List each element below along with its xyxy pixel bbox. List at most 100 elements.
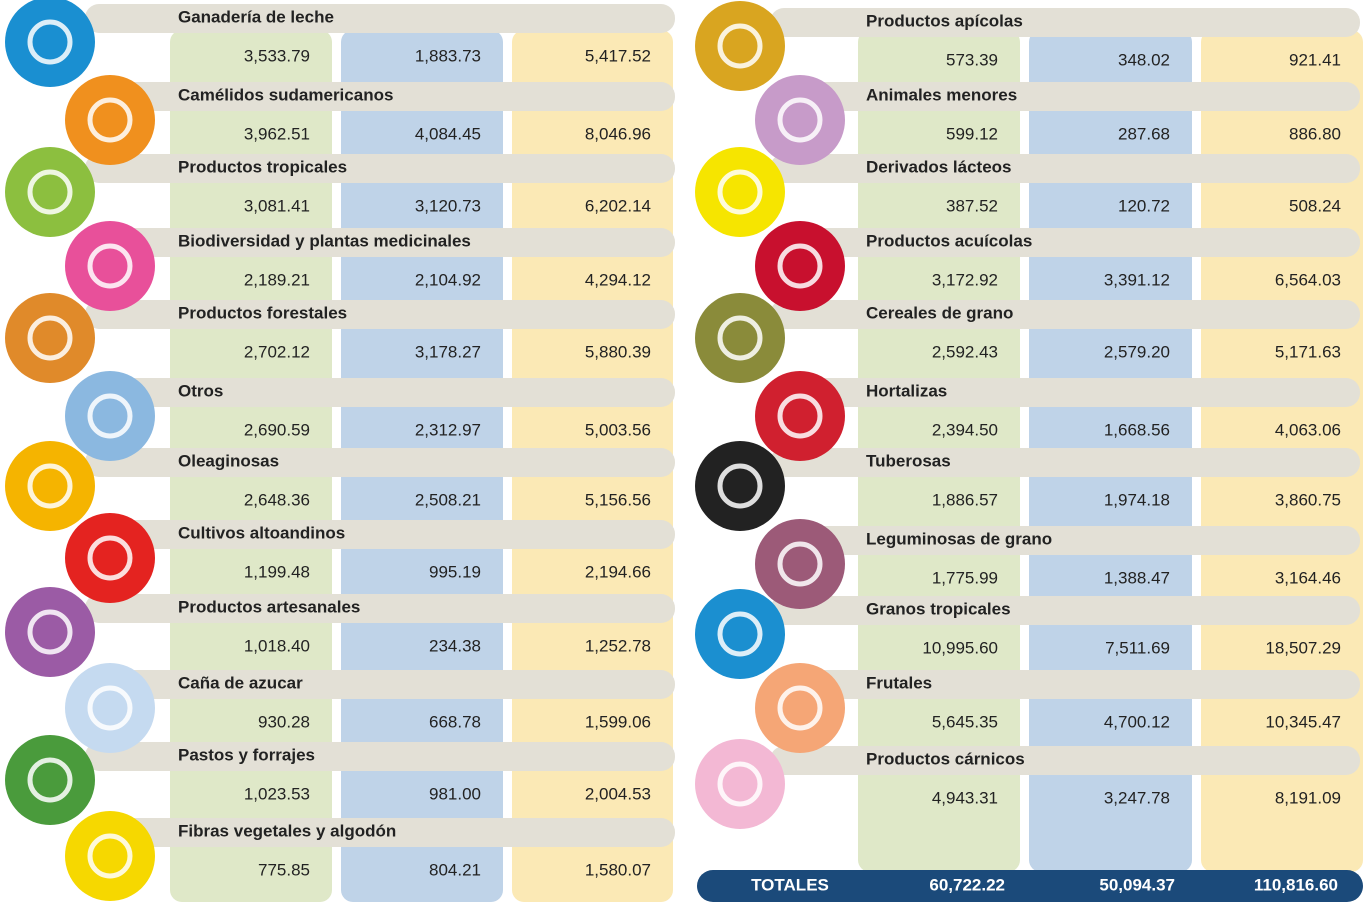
row-value: 3,120.73 (415, 196, 481, 215)
category-icon (65, 811, 155, 901)
row-value: 120.72 (1118, 196, 1170, 215)
totals-value: 110,816.60 (1254, 875, 1338, 894)
row-header-bar (770, 82, 1360, 111)
row-value: 3,247.78 (1104, 788, 1170, 807)
row-title: Derivados lácteos (866, 157, 1012, 176)
row-value: 1,199.48 (244, 562, 310, 581)
row-value: 4,084.45 (415, 124, 481, 143)
row-value: 1,775.99 (932, 568, 998, 587)
row-value: 1,668.56 (1104, 420, 1170, 439)
category-icon (5, 0, 95, 87)
row-value: 10,995.60 (922, 638, 998, 657)
category-icon (695, 589, 785, 679)
row-value: 4,294.12 (585, 270, 651, 289)
row-header-bar (85, 594, 675, 623)
row-title: Productos forestales (178, 303, 347, 322)
row-value: 234.38 (429, 636, 481, 655)
row-value: 1,599.06 (585, 712, 651, 731)
row-header-bar (770, 300, 1360, 329)
row-value: 3,860.75 (1275, 490, 1341, 509)
row-value: 981.00 (429, 784, 481, 803)
row-value: 5,417.52 (585, 46, 651, 65)
row-value: 1,883.73 (415, 46, 481, 65)
category-icon (695, 147, 785, 237)
row-value: 5,880.39 (585, 342, 651, 361)
row-value: 1,974.18 (1104, 490, 1170, 509)
row-header-bar (770, 526, 1360, 555)
row-title: Caña de azucar (178, 673, 303, 692)
row-title: Oleaginosas (178, 451, 279, 470)
row-value: 804.21 (429, 860, 481, 879)
row-header-bar (85, 742, 675, 771)
category-icon (695, 1, 785, 91)
totals-value: 60,722.22 (929, 875, 1005, 894)
row-title: Cereales de grano (866, 303, 1013, 322)
row-title: Fibras vegetales y algodón (178, 821, 396, 840)
row-value: 3,962.51 (244, 124, 310, 143)
row-value: 599.12 (946, 124, 998, 143)
infographic: Ganadería de leche 3,533.79 1,883.73 5,417.… (0, 0, 1363, 902)
row-value: 886.80 (1289, 124, 1341, 143)
row-title: Otros (178, 381, 223, 400)
row-value: 3,533.79 (244, 46, 310, 65)
totals-value: 50,094.37 (1099, 875, 1175, 894)
category-icon (5, 735, 95, 825)
row-value: 3,081.41 (244, 196, 310, 215)
row-value: 1,018.40 (244, 636, 310, 655)
row-value: 18,507.29 (1265, 638, 1341, 657)
row-value: 1,023.53 (244, 784, 310, 803)
row-header-bar (85, 378, 675, 407)
row-title: Productos acuícolas (866, 231, 1032, 250)
row-header-bar (770, 596, 1360, 625)
row-value: 3,178.27 (415, 342, 481, 361)
row-title: Productos tropicales (178, 157, 347, 176)
row-header-bar (770, 670, 1360, 699)
category-icon (65, 75, 155, 165)
row-title: Camélidos sudamericanos (178, 85, 393, 104)
row-header-bar (85, 670, 675, 699)
row-header-bar (770, 448, 1360, 477)
row-value: 2,004.53 (585, 784, 651, 803)
row-value: 8,046.96 (585, 124, 651, 143)
row-header-bar (770, 8, 1360, 37)
row-value: 387.52 (946, 196, 998, 215)
row-value: 4,943.31 (932, 788, 998, 807)
row-value: 3,172.92 (932, 270, 998, 289)
totals-label: TOTALES (751, 875, 829, 894)
row-value: 1,580.07 (585, 860, 651, 879)
row-value: 775.85 (258, 860, 310, 879)
row-value: 2,690.59 (244, 420, 310, 439)
row-value: 1,252.78 (585, 636, 651, 655)
row-value: 2,579.20 (1104, 342, 1170, 361)
category-icon (755, 519, 845, 609)
row-value: 10,345.47 (1265, 712, 1341, 731)
row-value: 348.02 (1118, 50, 1170, 69)
row-title: Frutales (866, 673, 932, 692)
row-header-bar (770, 746, 1360, 775)
row-title: Biodiversidad y plantas medicinales (178, 231, 471, 250)
row-title: Leguminosas de grano (866, 529, 1052, 548)
row-value: 2,508.21 (415, 490, 481, 509)
row-value: 6,202.14 (585, 196, 651, 215)
category-icon (65, 371, 155, 461)
row-title: Granos tropicales (866, 599, 1011, 618)
category-icon (695, 739, 785, 829)
row-title: Productos artesanales (178, 597, 360, 616)
row-value: 7,511.69 (1105, 638, 1170, 657)
row-value: 4,063.06 (1275, 420, 1341, 439)
category-icon (65, 513, 155, 603)
row-value: 2,592.43 (932, 342, 998, 361)
row-value: 2,394.50 (932, 420, 998, 439)
row-title: Tuberosas (866, 451, 951, 470)
row-value: 2,189.21 (244, 270, 310, 289)
row-header-bar (85, 4, 675, 33)
row-value: 930.28 (258, 712, 310, 731)
row-title: Animales menores (866, 85, 1017, 104)
row-header-bar (770, 154, 1360, 183)
row-title: Ganadería de leche (178, 7, 334, 26)
row-title: Productos apícolas (866, 11, 1023, 30)
row-header-bar (85, 520, 675, 549)
row-value: 5,003.56 (585, 420, 651, 439)
row-header-bar (85, 154, 675, 183)
category-icon (695, 441, 785, 531)
